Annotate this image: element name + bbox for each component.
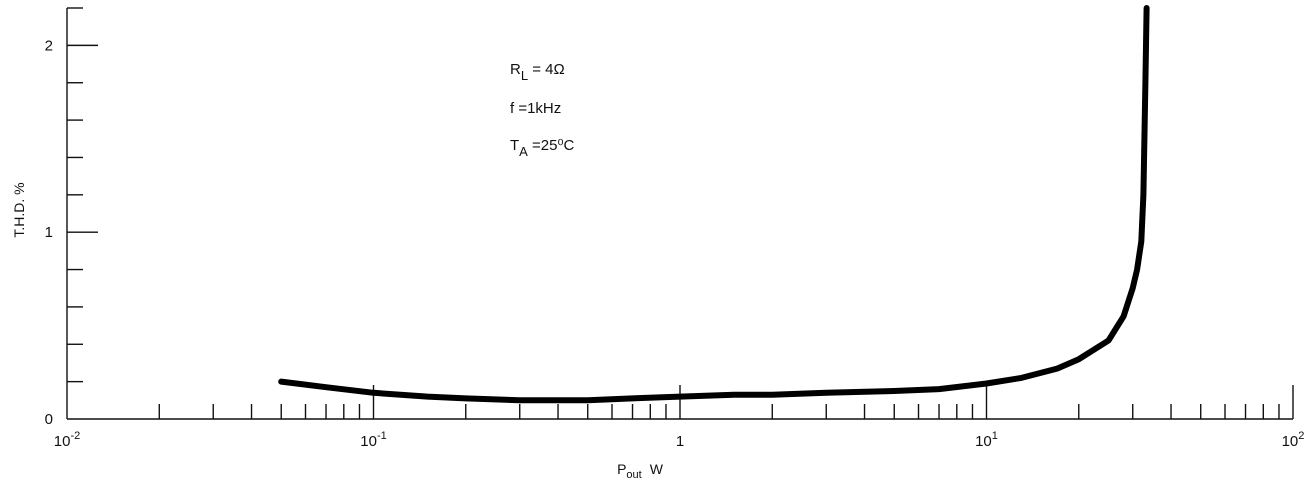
condition-label: RL = 4Ω [510,61,565,83]
condition-label: TA =25⁰C [510,137,574,159]
thd-curve [278,5,1150,404]
y-tick-label: 1 [45,224,53,241]
condition-value: =25⁰C [528,137,575,154]
x-tick-label: 10-1 [360,430,386,450]
condition-sub: L [521,68,528,83]
x-tick-label-exp: -2 [70,430,80,442]
x-tick-label-base: 1 [676,433,684,450]
x-tick-label-exp: 1 [992,430,998,442]
condition-label: f =1kHz [510,100,561,117]
x-tick-label-base: 10 [975,433,992,450]
x-tick-label-base: 10 [1282,433,1299,450]
condition-main: f =1kHz [510,100,561,117]
x-tick-label: 102 [1282,430,1305,450]
x-tick-label-exp: -1 [377,430,387,442]
y-axis-title: T.H.D. % [11,182,27,237]
condition-main: T [510,137,519,154]
x-axis-title-main: P [617,461,626,477]
condition-value: = 4Ω [528,61,565,78]
x-tick-label-base: 10 [360,433,377,450]
x-tick-label-base: 10 [54,433,71,450]
annotations: RL = 4Ω f =1kHz TA =25⁰C [510,61,574,159]
x-axis-title-unit: W [650,461,664,477]
series-group [278,5,1150,404]
x-axis-title-sub: out [626,469,641,481]
axes [66,8,1293,420]
condition-main: R [510,61,521,78]
condition-sub: A [519,144,528,159]
x-tick-label: 101 [975,430,998,450]
x-tick-label-exp: 2 [1298,430,1304,442]
x-tick-label: 10-2 [54,430,80,450]
x-tick-label: 1 [676,433,684,450]
y-tick-label: 0 [45,411,53,428]
y-tick-label: 2 [45,37,53,54]
ticks [67,7,1294,419]
x-axis-title: Pout W [617,461,664,481]
